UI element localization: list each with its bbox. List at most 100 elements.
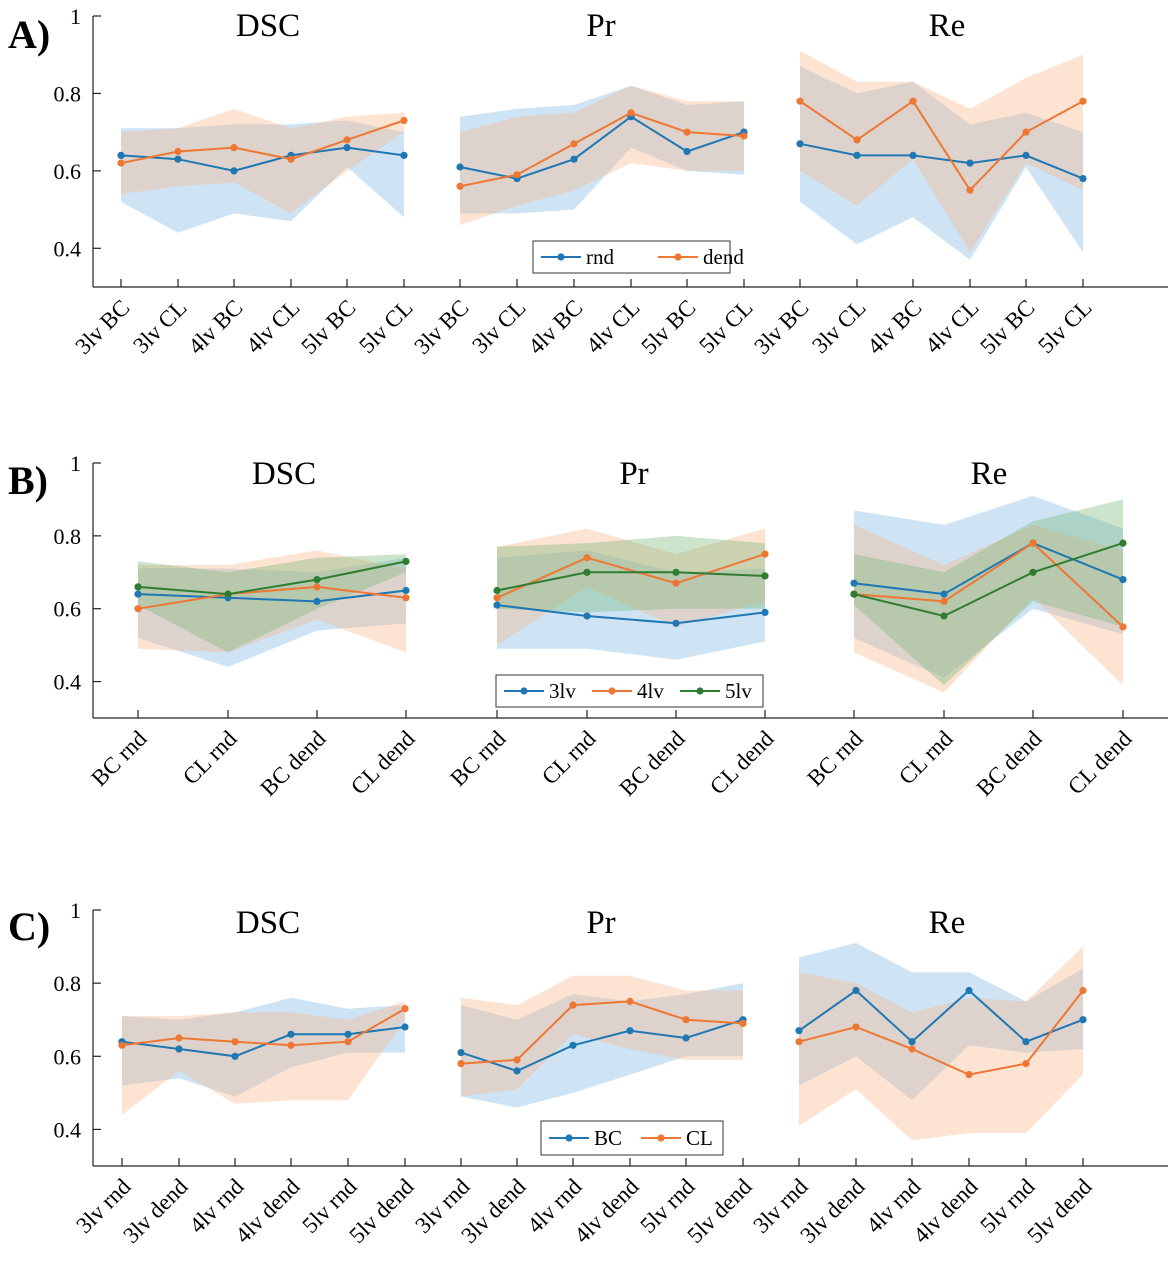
x-tick-label: 4lv CL: [241, 295, 304, 358]
series-line-5lv: [853, 542, 1124, 618]
legend-marker-4lv: [608, 687, 616, 695]
data-point-dend: [456, 182, 464, 190]
data-point-BC: [795, 1027, 803, 1035]
legend-label-5lv: 5lv: [725, 679, 752, 703]
data-point-BC: [965, 986, 973, 995]
data-point-4lv: [1029, 539, 1037, 547]
data-point-BC: [457, 1049, 465, 1057]
series-line-4lv: [853, 541, 1124, 628]
data-point-3lv: [313, 597, 321, 606]
subplot-title-dsc: DSC: [236, 8, 300, 44]
data-point-3lv: [940, 590, 948, 598]
subplot-title-re: Re: [971, 456, 1008, 492]
x-tick-label: BC dend: [614, 726, 689, 801]
band-3lv-3: [854, 495, 1123, 678]
band-5lv-2: [497, 535, 765, 613]
data-point-4lv: [1119, 623, 1127, 631]
legend-marker-3lv: [520, 687, 528, 695]
panel-letter: C): [8, 904, 50, 949]
x-tick-label: 4lv CL: [581, 295, 644, 358]
series-line-rnd: [799, 142, 1084, 180]
series-line-BC: [460, 1018, 744, 1072]
series-line-BC: [798, 989, 1084, 1044]
data-point-BC: [626, 1027, 634, 1035]
x-tick-label: CL rnd: [894, 726, 958, 790]
data-point-rnd: [570, 155, 578, 163]
band-BC-1: [122, 997, 405, 1097]
band-5lv-1: [138, 554, 406, 653]
x-tick-label: 4lv CL: [920, 295, 983, 358]
data-point-dend: [230, 144, 238, 152]
data-point-rnd: [174, 155, 182, 163]
data-point-rnd: [853, 151, 861, 159]
data-point-BC: [513, 1067, 521, 1075]
data-point-BC: [401, 1023, 409, 1031]
panel-letter: B): [8, 458, 48, 503]
data-point-CL: [965, 1071, 973, 1079]
x-tick-label: 3lv CL: [467, 295, 530, 358]
y-tick-label: 0.6: [54, 1044, 82, 1069]
x-tick-label: BC rnd: [86, 726, 151, 791]
band-rnd-3: [800, 66, 1083, 260]
data-point-4lv: [761, 550, 769, 558]
band-BC-3: [799, 942, 1083, 1101]
legend: rnd dend: [532, 240, 744, 274]
band-CL-2: [461, 975, 743, 1097]
series-line-3lv: [137, 589, 407, 603]
panel-letter: A): [8, 12, 50, 57]
x-tick-label: 5lv dend: [682, 1174, 756, 1248]
data-point-dend: [117, 159, 125, 167]
data-point-CL: [1079, 986, 1087, 995]
data-point-dend: [966, 186, 974, 194]
data-point-CL: [626, 997, 634, 1006]
y-tick-label: 0.8: [54, 81, 82, 106]
data-point-CL: [739, 1019, 747, 1027]
legend: 3lv 4lv 5lv: [495, 674, 764, 708]
data-point-CL: [118, 1041, 126, 1049]
data-point-CL: [908, 1045, 916, 1053]
data-point-3lv: [850, 579, 858, 587]
data-point-5lv: [1119, 539, 1127, 547]
x-tick-label: 3lv BC: [70, 295, 134, 359]
subplot-title-dsc: DSC: [252, 456, 316, 492]
x-tick-label: 5lv CL: [354, 295, 417, 358]
data-point-CL: [457, 1060, 465, 1068]
x-tick-label: 5lv BC: [636, 295, 700, 359]
data-point-CL: [795, 1038, 803, 1046]
series-line-5lv: [137, 560, 407, 596]
legend-marker-dend: [674, 253, 682, 261]
data-point-rnd: [1079, 175, 1087, 183]
x-tick-label: BC dend: [971, 726, 1046, 801]
x-tick-label: 4lv dend: [908, 1174, 982, 1248]
data-point-rnd: [117, 151, 125, 159]
data-point-4lv: [313, 583, 321, 591]
legend-label-BC: BC: [594, 1126, 622, 1150]
data-point-dend: [740, 132, 748, 140]
data-point-dend: [683, 128, 691, 136]
band-4lv-3: [854, 524, 1123, 693]
y-tick-label: 1: [70, 898, 81, 923]
data-point-BC: [175, 1045, 183, 1053]
series-line-4lv: [137, 585, 407, 610]
legend-label-dend: dend: [703, 245, 744, 269]
data-point-rnd: [456, 163, 464, 171]
x-tick-label: 5lv CL: [694, 295, 757, 358]
series-line-CL: [798, 989, 1084, 1076]
data-point-4lv: [493, 594, 501, 602]
x-tick-label: CL dend: [1063, 726, 1137, 800]
x-tick-label: 3lv BC: [749, 295, 813, 359]
x-tick-label: CL dend: [346, 726, 420, 800]
data-point-dend: [400, 116, 408, 125]
x-tick-label: CL rnd: [178, 726, 242, 790]
band-CL-1: [122, 1001, 405, 1115]
data-point-4lv: [672, 579, 680, 587]
data-point-BC: [569, 1041, 577, 1049]
y-tick-label: 1: [70, 451, 81, 476]
legend-marker-CL: [657, 1134, 665, 1142]
data-point-dend: [853, 136, 861, 144]
data-point-BC: [287, 1030, 295, 1038]
data-point-dend: [796, 97, 804, 105]
